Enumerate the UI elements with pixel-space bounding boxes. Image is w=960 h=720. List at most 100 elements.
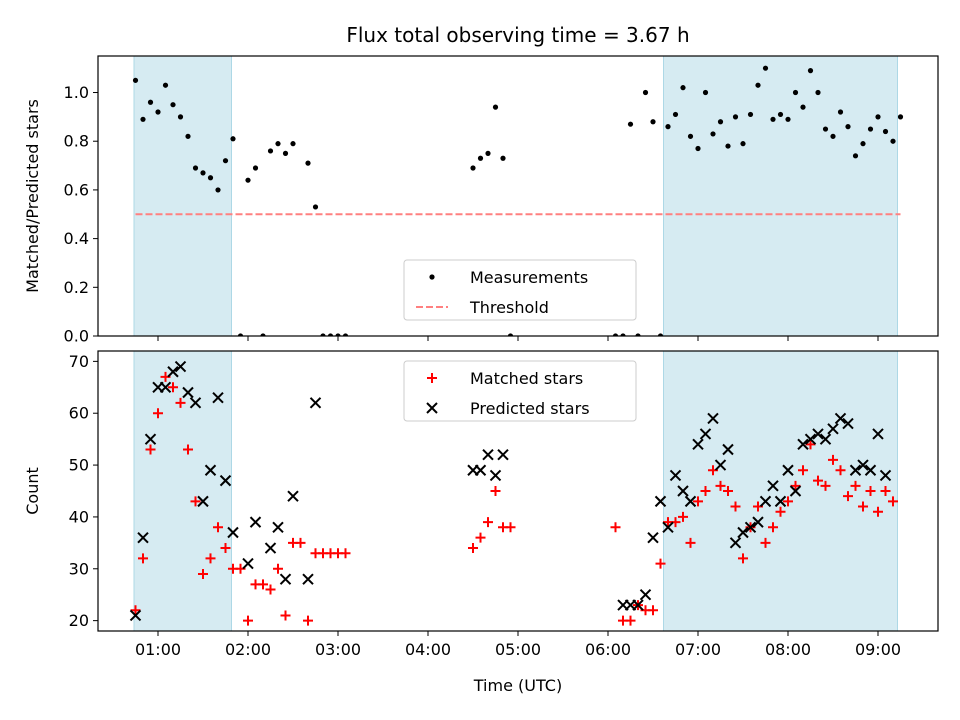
data-point	[272, 521, 284, 534]
data-point	[790, 480, 801, 491]
data-point	[219, 474, 232, 487]
data-point	[200, 170, 206, 176]
data-point	[804, 433, 817, 445]
data-point	[665, 124, 671, 130]
legend-label: Threshold	[469, 298, 549, 317]
data-point	[655, 558, 666, 569]
data-point	[267, 148, 274, 154]
data-point	[692, 438, 704, 451]
data-point	[680, 85, 686, 91]
data-point	[159, 381, 172, 394]
data-point	[807, 68, 814, 74]
y-tick-label: 0.6	[64, 180, 89, 199]
data-point	[192, 165, 199, 171]
data-point	[849, 464, 862, 476]
data-point	[888, 496, 898, 507]
data-point	[282, 150, 289, 156]
data-point	[258, 579, 268, 590]
shaded-interval	[663, 350, 898, 632]
data-point	[654, 495, 667, 508]
data-point	[144, 433, 157, 445]
data-point	[220, 543, 231, 554]
data-point	[890, 138, 896, 144]
data-point	[197, 495, 209, 508]
data-point	[230, 136, 236, 142]
y-tick-label: 0.8	[64, 132, 89, 151]
data-point	[490, 486, 501, 496]
data-point	[129, 609, 142, 622]
data-point	[177, 114, 184, 120]
data-point	[140, 116, 146, 122]
data-point	[632, 599, 644, 611]
data-point	[858, 501, 868, 512]
data-point	[693, 496, 703, 507]
data-point	[880, 486, 891, 496]
data-point	[625, 615, 636, 626]
data-point	[620, 333, 626, 336]
data-point	[777, 111, 784, 118]
data-point	[830, 133, 836, 139]
x-tick-label: 07:00	[675, 640, 721, 659]
data-point	[774, 495, 787, 508]
data-point	[672, 111, 679, 118]
data-point	[279, 573, 292, 585]
data-point	[639, 588, 652, 601]
data-point	[744, 521, 757, 534]
data-point	[138, 553, 148, 564]
data-point	[167, 366, 179, 378]
data-point	[865, 486, 876, 496]
y-tick-label: 0.4	[64, 229, 89, 248]
data-point	[215, 187, 221, 193]
data-point	[662, 521, 674, 534]
x-tick-label: 02:00	[225, 640, 271, 659]
data-point	[212, 391, 224, 404]
y-axis-label: Count	[23, 467, 42, 515]
data-point	[785, 116, 791, 122]
data-point	[335, 333, 341, 336]
data-point	[837, 109, 844, 115]
y-tick-label: 20	[69, 611, 89, 630]
y-tick-label: 70	[69, 352, 89, 371]
data-point	[714, 459, 727, 471]
data-point	[783, 496, 793, 507]
data-point	[797, 438, 809, 451]
y-tick-label: 30	[69, 559, 89, 578]
data-point	[730, 501, 741, 512]
legend-label: Predicted stars	[470, 399, 590, 418]
y-tick-label: 60	[69, 404, 89, 423]
data-point	[864, 464, 877, 476]
data-point	[710, 131, 716, 137]
data-point	[867, 126, 874, 132]
data-point	[819, 433, 832, 445]
x-axis-label: Time (UTC)	[473, 676, 562, 695]
data-point	[252, 165, 259, 171]
data-point	[205, 553, 216, 564]
data-point	[815, 89, 821, 96]
data-point	[265, 584, 276, 595]
shaded-interval	[133, 350, 232, 632]
data-point	[312, 204, 319, 210]
data-point	[507, 333, 514, 336]
data-point	[145, 444, 156, 455]
data-point	[130, 605, 141, 616]
data-point	[800, 104, 806, 110]
data-point	[657, 333, 664, 336]
data-point	[767, 480, 779, 492]
data-point	[845, 124, 851, 130]
data-point	[768, 522, 778, 533]
data-point	[287, 490, 299, 502]
data-point	[850, 480, 861, 491]
data-point	[669, 469, 682, 482]
data-point	[302, 573, 314, 585]
data-point	[725, 143, 731, 149]
data-point	[610, 522, 621, 533]
data-point	[492, 104, 499, 110]
data-point	[897, 114, 904, 120]
data-point	[872, 428, 884, 440]
data-point	[642, 89, 649, 96]
data-point	[170, 102, 176, 108]
data-point	[770, 116, 776, 122]
legend-marker	[426, 402, 438, 414]
top-panel: 0.0 0.2 0.4 0.6 0.8 1.0 Matched/Predicted star…	[23, 23, 939, 346]
legend-marker	[429, 274, 435, 280]
